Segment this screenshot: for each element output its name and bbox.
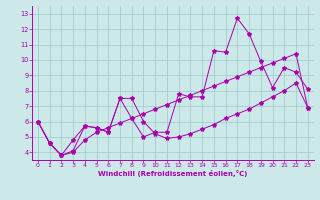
X-axis label: Windchill (Refroidissement éolien,°C): Windchill (Refroidissement éolien,°C): [98, 170, 247, 177]
